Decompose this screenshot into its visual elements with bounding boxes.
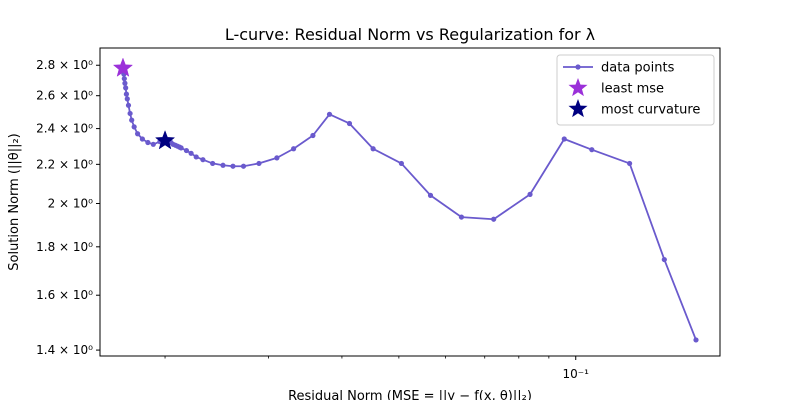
chart-title: L-curve: Residual Norm vs Regularization…	[225, 25, 595, 44]
data-point	[150, 141, 156, 147]
data-point	[125, 102, 132, 108]
data-point	[589, 147, 595, 153]
data-point	[139, 136, 145, 142]
y-tick-label: 2.6 × 10⁰	[36, 89, 93, 103]
data-point	[123, 85, 129, 91]
legend-star-swatch	[568, 99, 588, 118]
data-point	[124, 96, 130, 102]
data-point	[134, 131, 141, 137]
data-point	[129, 117, 135, 123]
data-point	[291, 146, 297, 152]
data-point	[427, 192, 434, 198]
y-tick-label: 2.8 × 10⁰	[36, 58, 93, 72]
y-axis-ticks: 1.4 × 10⁰ 1.6 × 10⁰ 1.8 × 10⁰ 2 × 10⁰ 2.2 × …	[36, 58, 100, 357]
legend-label: most curvature	[601, 103, 700, 118]
legend-label: least mse	[601, 82, 664, 97]
data-point	[458, 214, 465, 220]
most-curvature-marker	[154, 130, 176, 150]
data-point	[326, 111, 333, 117]
data-point	[346, 120, 353, 127]
data-point	[145, 139, 151, 146]
y-tick-label: 1.6 × 10⁰	[36, 288, 93, 302]
y-tick-label: 2.2 × 10⁰	[36, 157, 93, 171]
data-point	[230, 163, 236, 169]
legend-star-swatch	[568, 78, 588, 97]
least-mse-marker	[112, 57, 134, 77]
data-series-layer	[112, 57, 699, 343]
legend: data points least mse most curvature	[556, 54, 715, 126]
data-point	[123, 91, 130, 97]
data-point	[131, 124, 137, 130]
data-point	[122, 80, 128, 86]
y-tick-label: 1.8 × 10⁰	[36, 240, 93, 254]
data-point	[527, 191, 533, 197]
y-axis-label: Solution Norm (||θ||₂)	[7, 133, 22, 271]
data-point	[121, 76, 127, 82]
x-axis-label: Residual Norm (MSE = ||y − f(x, θ)||₂)	[288, 389, 532, 400]
data-point	[200, 157, 206, 163]
x-tick-label: 10⁻¹	[563, 367, 590, 381]
data-point	[127, 110, 133, 117]
data-point	[627, 160, 633, 167]
data-point	[693, 337, 699, 343]
data-point	[220, 162, 226, 168]
data-point	[274, 155, 280, 161]
data-point	[240, 163, 247, 169]
data-point	[661, 256, 667, 263]
data-point	[188, 150, 194, 156]
y-tick-label: 2.4 × 10⁰	[36, 122, 93, 136]
legend-box	[556, 54, 715, 126]
legend-marker-swatch	[575, 64, 581, 70]
data-point	[193, 154, 199, 160]
data-point	[183, 147, 190, 154]
legend-label: data points	[601, 61, 675, 76]
data-point	[310, 132, 316, 139]
data-point	[210, 160, 216, 167]
y-tick-label: 1.4 × 10⁰	[36, 343, 93, 357]
data-point	[178, 145, 184, 151]
x-axis-ticks: 10⁻¹	[164, 356, 590, 381]
y-tick-label: 2 × 10⁰	[48, 197, 94, 211]
data-point	[370, 146, 376, 152]
data-point	[398, 160, 405, 167]
data-point	[256, 160, 262, 167]
data-point	[491, 216, 497, 222]
data-point	[561, 136, 567, 142]
